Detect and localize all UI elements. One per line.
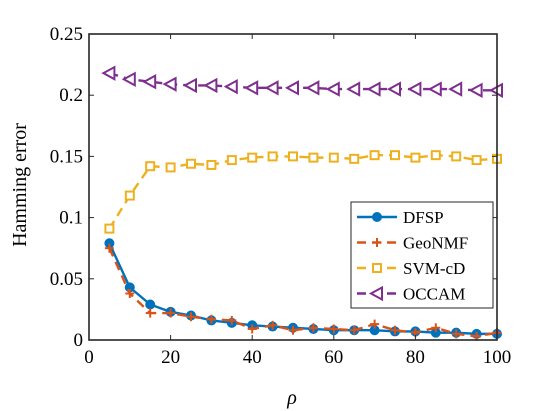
data-point [305, 80, 320, 96]
x-tick-label: 40 [243, 347, 262, 368]
data-point [104, 243, 114, 253]
legend-marker [372, 263, 382, 273]
data-point [468, 82, 483, 98]
legend-label: OCCAM [403, 285, 465, 304]
data-point [308, 323, 318, 333]
data-point [267, 151, 278, 162]
data-point [430, 150, 441, 161]
data-point [203, 77, 218, 94]
legend: DFSP GeoNMF SVM-cD OCCAM [350, 201, 494, 309]
legend-label: SVM-cD [403, 259, 465, 278]
data-point [346, 81, 361, 97]
data-point [162, 76, 177, 92]
data-point [268, 320, 278, 330]
y-axis-label: Hamming error [9, 123, 31, 247]
x-tick-label: 20 [161, 347, 180, 368]
data-point [325, 81, 340, 97]
data-point [431, 323, 441, 333]
data-point [264, 80, 279, 96]
data-point [427, 81, 442, 97]
data-point [125, 288, 135, 298]
legend-marker [368, 285, 383, 302]
x-tick-label: 80 [406, 347, 425, 368]
y-tick-label: 0.15 [50, 146, 83, 167]
data-point [223, 78, 238, 95]
data-point [101, 65, 116, 81]
data-point [370, 319, 380, 329]
data-point [244, 80, 259, 96]
y-tick-label: 0 [74, 330, 84, 351]
data-point [186, 158, 196, 169]
data-point [390, 150, 400, 161]
series-geonmf [104, 243, 502, 341]
data-point [186, 312, 196, 322]
data-point [142, 74, 157, 90]
data-point [369, 150, 380, 161]
x-tick-label: 100 [483, 347, 512, 368]
data-point [329, 324, 339, 334]
legend-label: DFSP [403, 208, 444, 227]
data-point [247, 324, 257, 334]
legend-label: GeoNMF [403, 234, 468, 253]
y-tick-label: 0.2 [59, 85, 83, 106]
data-point [366, 81, 381, 97]
legend-marker [372, 212, 382, 222]
data-point [121, 71, 136, 87]
data-point [451, 151, 462, 162]
data-point [410, 152, 421, 163]
x-axis-label: ρ [286, 387, 297, 409]
axes-layer: 0 20 40 60 80 100 0 0.05 0.1 0.15 0.2 0.25 [50, 24, 512, 368]
data-point [206, 159, 217, 170]
data-point [145, 161, 156, 172]
plot-frame [88, 33, 498, 341]
data-point [206, 314, 216, 324]
x-tick-label: 0 [84, 347, 94, 368]
data-point [104, 223, 115, 234]
data-point [145, 299, 156, 310]
data-point [284, 80, 299, 96]
data-point [407, 81, 422, 97]
data-point [182, 77, 197, 94]
data-point [227, 315, 237, 325]
data-point [471, 155, 482, 166]
data-point [308, 152, 319, 163]
data-point [288, 325, 298, 335]
data-point [247, 152, 258, 163]
data-point [165, 162, 176, 173]
data-point [386, 81, 401, 97]
data-point [328, 152, 339, 163]
data-point [349, 325, 359, 335]
y-tick-label: 0.05 [50, 269, 83, 290]
data-point [349, 153, 360, 164]
data-point [166, 308, 176, 318]
data-point [451, 329, 461, 339]
data-point [145, 308, 155, 318]
data-point [448, 81, 463, 97]
data-point [226, 155, 237, 166]
y-tick-label: 0.25 [50, 24, 83, 45]
data-point [124, 190, 135, 201]
y-tick-label: 0.1 [59, 208, 83, 229]
x-tick-label: 60 [324, 347, 343, 368]
legend-marker [372, 238, 382, 247]
series-occam [101, 65, 503, 98]
data-point [288, 151, 298, 162]
data-point [390, 325, 400, 335]
